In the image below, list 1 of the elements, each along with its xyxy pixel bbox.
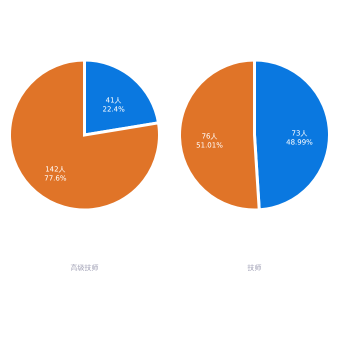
pie-slice [8, 58, 161, 212]
